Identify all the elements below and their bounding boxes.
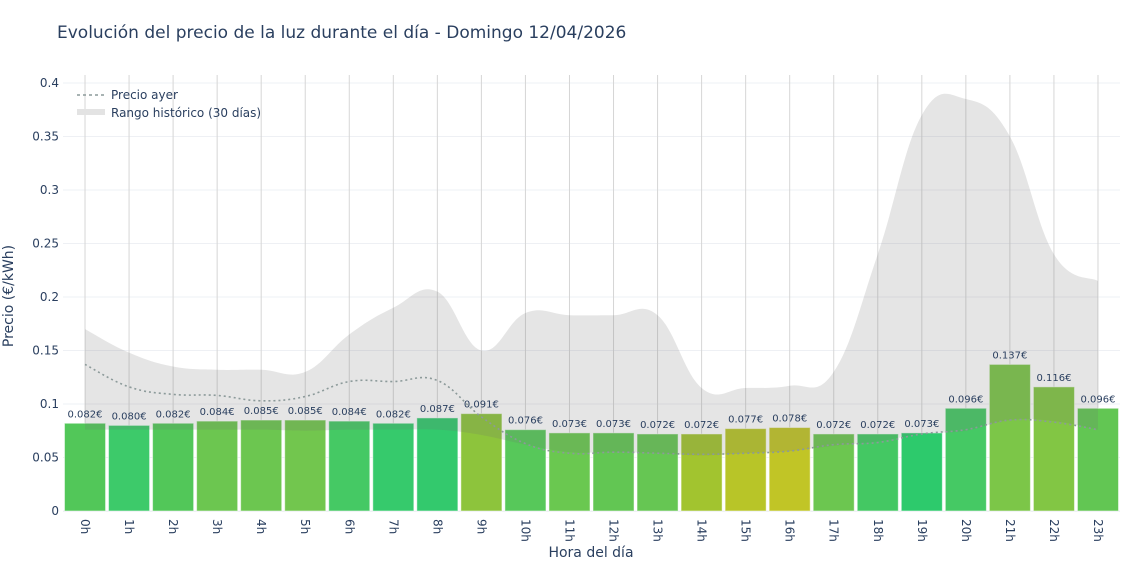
- y-tick-label: 0.35: [32, 130, 59, 144]
- y-tick-label: 0: [51, 504, 59, 518]
- y-tick-label: 0.05: [32, 451, 59, 465]
- bar-value-label: 0.137€: [992, 350, 1027, 361]
- price-bar: [196, 420, 239, 512]
- legend[interactable]: Precio ayer Rango histórico (30 días): [77, 88, 261, 120]
- bar-value-label: 0.091€: [464, 400, 499, 411]
- x-tick-label: 20h: [959, 519, 973, 542]
- bar-value-label: 0.085€: [288, 406, 323, 417]
- price-bar: [328, 420, 371, 512]
- price-bar: [64, 422, 107, 512]
- legend-yesterday-label: Precio ayer: [111, 88, 178, 102]
- x-tick-label: 15h: [739, 519, 753, 542]
- x-tick-label: 3h: [210, 519, 224, 534]
- y-axis-ticks: 0 0.05 0.1 0.15 0.2 0.25 0.3 0.35 0.4: [32, 76, 59, 518]
- bar-value-label: 0.073€: [552, 419, 587, 430]
- x-tick-label: 7h: [386, 519, 400, 534]
- chart-title: Evolución del precio de la luz durante e…: [57, 23, 626, 43]
- price-bar: [416, 417, 459, 512]
- price-bar: [460, 413, 503, 512]
- bar-value-label: 0.072€: [684, 420, 719, 431]
- price-bar: [680, 433, 723, 512]
- bar-value-label: 0.082€: [156, 409, 191, 420]
- x-tick-label: 10h: [518, 519, 532, 542]
- x-tick-label: 0h: [78, 519, 92, 534]
- x-tick-label: 11h: [562, 519, 576, 542]
- price-bar: [240, 419, 283, 512]
- x-tick-label: 18h: [871, 519, 885, 542]
- bar-value-label: 0.116€: [1036, 373, 1071, 384]
- price-bar: [724, 428, 767, 512]
- bar-value-label: 0.072€: [816, 420, 851, 431]
- x-tick-label: 17h: [827, 519, 841, 542]
- legend-range-swatch: [77, 109, 105, 115]
- x-tick-label: 6h: [342, 519, 356, 534]
- x-tick-label: 22h: [1047, 519, 1061, 542]
- y-tick-label: 0.15: [32, 344, 59, 358]
- historical-range-band: [85, 93, 1098, 456]
- y-tick-label: 0.4: [40, 76, 59, 90]
- bar-value-label: 0.096€: [1080, 394, 1115, 405]
- x-tick-label: 5h: [298, 519, 312, 534]
- price-bar: [592, 432, 635, 512]
- y-axis-label: Precio (€/kWh): [1, 245, 17, 347]
- price-bar: [812, 433, 855, 512]
- bar-value-label: 0.087€: [420, 404, 455, 415]
- price-bar: [1076, 407, 1120, 512]
- x-tick-label: 16h: [783, 519, 797, 542]
- x-tick-label: 12h: [607, 519, 621, 542]
- price-bar: [988, 363, 1031, 512]
- bar-value-label: 0.085€: [244, 406, 279, 417]
- bar-value-label: 0.096€: [948, 394, 983, 405]
- y-tick-label: 0.25: [32, 237, 59, 251]
- bar-value-label: 0.082€: [68, 409, 103, 420]
- bar-labels: 0.082€ 0.080€ 0.082€ 0.084€ 0.085€ 0.085€ 0.08…: [68, 350, 1116, 431]
- x-tick-label: 4h: [254, 519, 268, 534]
- x-tick-label: 1h: [122, 519, 136, 534]
- x-tick-label: 2h: [166, 519, 180, 534]
- x-axis-ticks: 0h 1h 2h 3h 4h 5h 6h 7h 8h 9h 10h 11h 12h 13h 14h 15h 16…: [78, 519, 1105, 542]
- bar-value-label: 0.078€: [772, 414, 807, 425]
- y-tick-label: 0.1: [40, 397, 59, 411]
- y-tick-label: 0.3: [40, 183, 59, 197]
- price-bar: [856, 433, 899, 512]
- bar-value-label: 0.073€: [904, 419, 939, 430]
- x-tick-label: 13h: [651, 519, 665, 542]
- price-bar: [1032, 386, 1075, 512]
- price-bar: [636, 433, 679, 512]
- bars: [64, 363, 1120, 512]
- bar-value-label: 0.072€: [640, 420, 675, 431]
- bar-value-label: 0.084€: [200, 407, 235, 418]
- x-tick-label: 19h: [915, 519, 929, 542]
- x-tick-label: 14h: [695, 519, 709, 542]
- x-tick-label: 9h: [474, 519, 488, 534]
- price-bar: [152, 422, 195, 512]
- x-tick-label: 8h: [430, 519, 444, 534]
- price-bar: [372, 422, 415, 512]
- x-tick-label: 23h: [1091, 519, 1105, 542]
- historical-range-area: [85, 93, 1098, 456]
- price-bar: [548, 432, 591, 512]
- bar-value-label: 0.084€: [332, 407, 367, 418]
- price-bar: [768, 427, 811, 512]
- price-bar: [944, 407, 987, 512]
- price-bar: [900, 432, 943, 512]
- price-bar: [108, 424, 151, 512]
- legend-range-label: Rango histórico (30 días): [111, 106, 261, 120]
- bar-value-label: 0.082€: [376, 409, 411, 420]
- bar-value-label: 0.077€: [728, 415, 763, 426]
- x-tick-label: 21h: [1003, 519, 1017, 542]
- price-bar: [284, 419, 327, 512]
- bar-value-label: 0.080€: [112, 411, 147, 422]
- y-tick-label: 0.2: [40, 290, 59, 304]
- x-axis-label: Hora del día: [548, 545, 633, 561]
- bar-value-label: 0.072€: [860, 420, 895, 431]
- bar-value-label: 0.076€: [508, 416, 543, 427]
- bar-value-label: 0.073€: [596, 419, 631, 430]
